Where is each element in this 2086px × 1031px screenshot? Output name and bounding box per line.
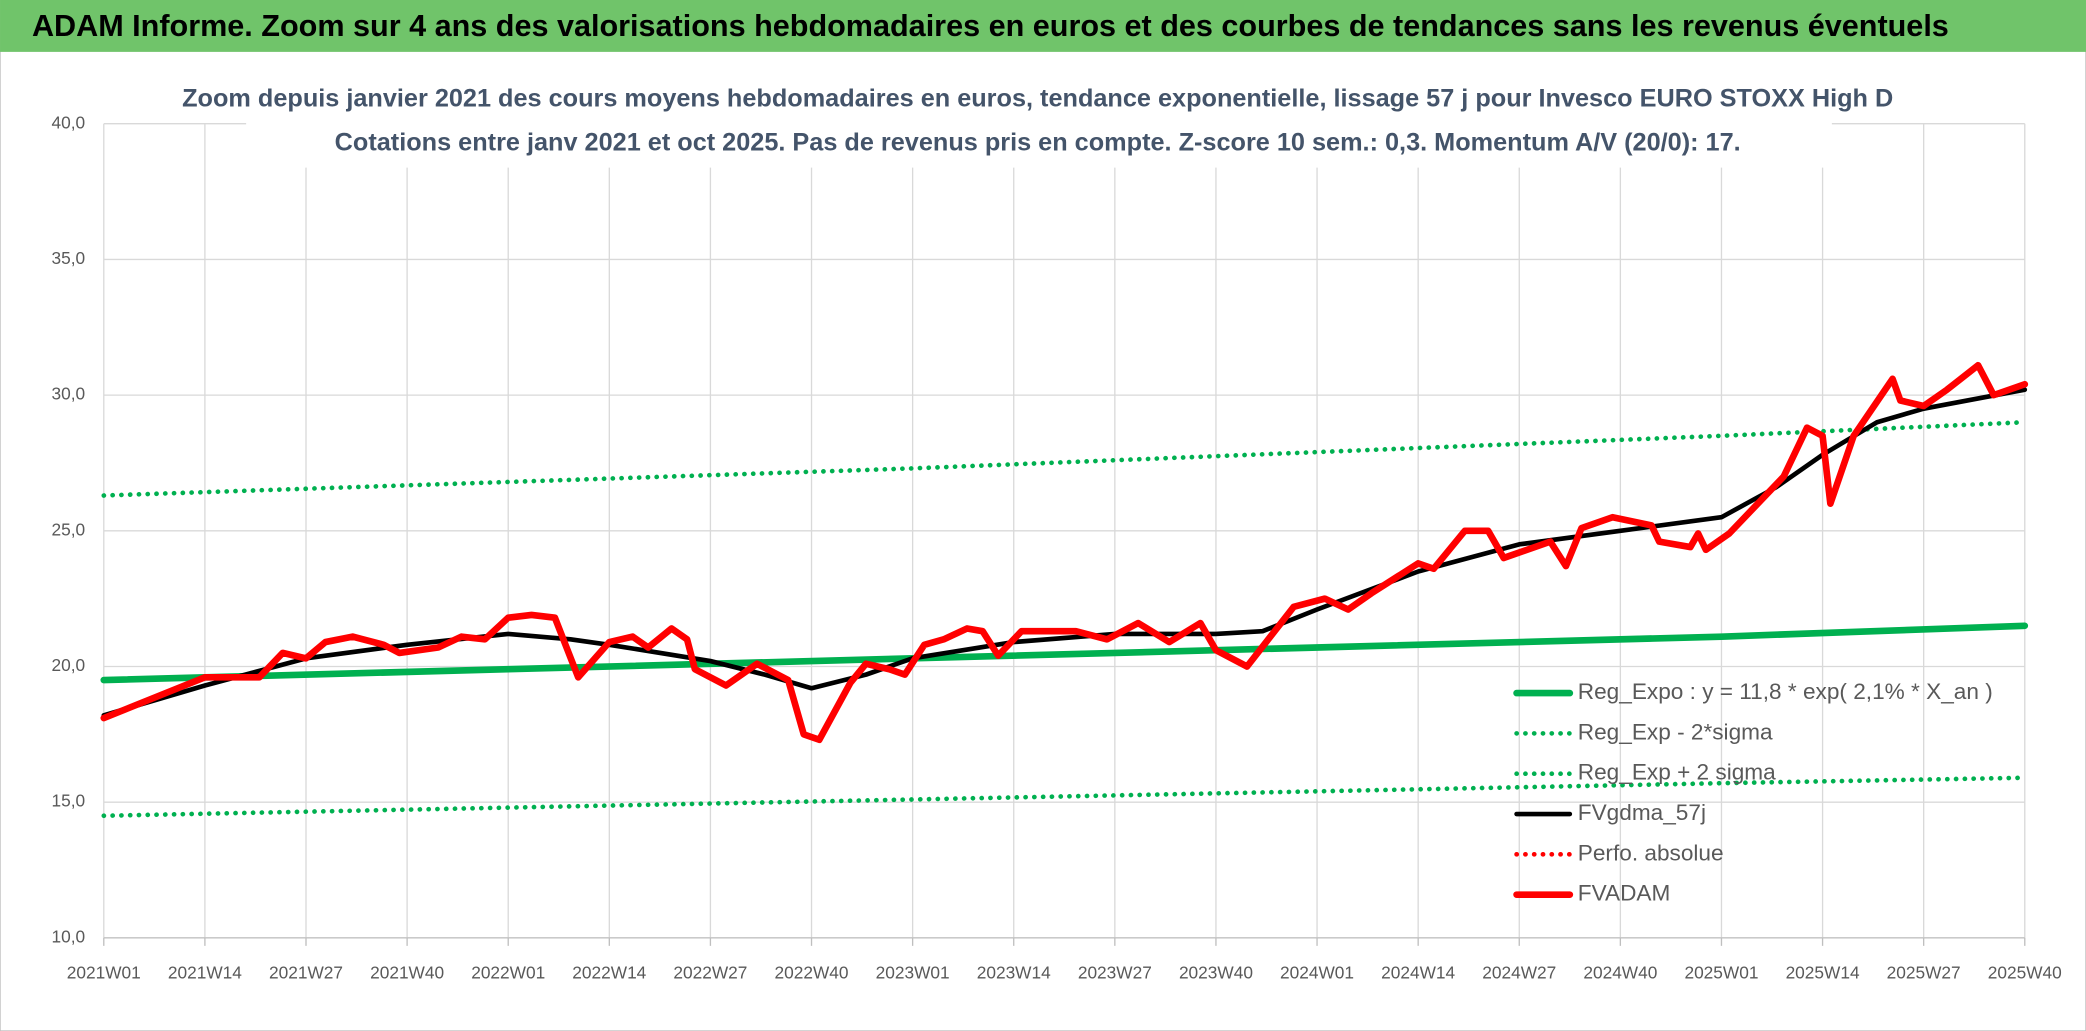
chart-title: Zoom depuis janvier 2021 des cours moyen… bbox=[182, 84, 1893, 112]
title-backdrop bbox=[246, 77, 1832, 168]
legend-label: Perfo. absolue bbox=[1578, 840, 1724, 865]
x-tick-label: 2023W40 bbox=[1179, 962, 1253, 982]
series-line bbox=[101, 775, 2028, 819]
y-tick-label: 15,0 bbox=[52, 791, 86, 811]
x-tick-label: 2022W14 bbox=[572, 962, 646, 982]
x-tick-label: 2021W01 bbox=[67, 962, 141, 982]
x-tick-label: 2022W40 bbox=[775, 962, 849, 982]
x-tick-label: 2025W27 bbox=[1887, 962, 1961, 982]
series-line bbox=[101, 419, 2028, 498]
series-line bbox=[100, 361, 2029, 744]
legend-label: Reg_Expo : y = 11,8 * exp( 2,1% * X_an ) bbox=[1578, 679, 1993, 704]
y-tick-label: 10,0 bbox=[52, 926, 86, 946]
x-tick-label: 2025W40 bbox=[1988, 962, 2062, 982]
x-tick-label: 2021W14 bbox=[168, 962, 242, 982]
y-tick-label: 40,0 bbox=[52, 112, 86, 132]
x-tick-label: 2022W01 bbox=[471, 962, 545, 982]
y-tick-label: 35,0 bbox=[52, 248, 86, 268]
chart-subtitle: Cotations entre janv 2021 et oct 2025. P… bbox=[335, 128, 1741, 156]
y-tick-label: 25,0 bbox=[52, 519, 86, 539]
legend-label: Reg_Exp + 2 sigma bbox=[1578, 760, 1776, 785]
x-tick-label: 2023W27 bbox=[1078, 962, 1152, 982]
banner bbox=[0, 0, 2086, 52]
page-title: ADAM Informe. Zoom sur 4 ans des valoris… bbox=[32, 9, 1949, 43]
x-tick-label: 2023W14 bbox=[977, 962, 1051, 982]
x-tick-label: 2025W14 bbox=[1786, 962, 1860, 982]
x-tick-label: 2022W27 bbox=[673, 962, 747, 982]
x-tick-label: 2024W14 bbox=[1381, 962, 1455, 982]
legend-label: Reg_Exp - 2*sigma bbox=[1578, 719, 1773, 744]
x-tick-label: 2024W01 bbox=[1280, 962, 1354, 982]
x-tick-label: 2023W01 bbox=[876, 962, 950, 982]
y-tick-label: 20,0 bbox=[52, 655, 86, 675]
x-tick-label: 2021W27 bbox=[269, 962, 343, 982]
y-tick-label: 30,0 bbox=[52, 384, 86, 404]
legend: Reg_Expo : y = 11,8 * exp( 2,1% * X_an )… bbox=[1513, 679, 1993, 906]
x-tick-label: 2024W27 bbox=[1482, 962, 1556, 982]
legend-label: FVADAM bbox=[1578, 881, 1671, 906]
series-line bbox=[100, 622, 2029, 684]
x-tick-label: 2021W40 bbox=[370, 962, 444, 982]
x-tick-label: 2024W40 bbox=[1583, 962, 1657, 982]
x-tick-label: 2025W01 bbox=[1684, 962, 1758, 982]
legend-label: FVgdma_57j bbox=[1578, 800, 1706, 825]
